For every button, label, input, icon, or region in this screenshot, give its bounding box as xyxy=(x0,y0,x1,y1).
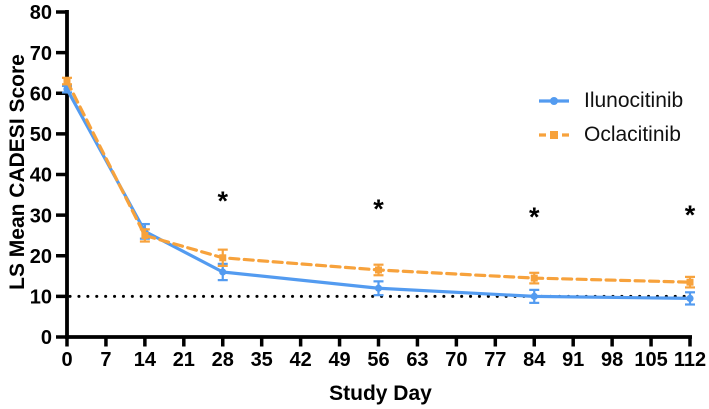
y-tick-label: 20 xyxy=(30,246,52,268)
legend-item-oclacitinib: Oclacitinib xyxy=(538,123,683,146)
x-axis-title: Study Day xyxy=(329,382,432,405)
legend-label-oclacitinib: Oclacitinib xyxy=(584,123,681,146)
y-tick-label: 70 xyxy=(30,43,52,65)
y-axis-title: LS Mean CADESI Score xyxy=(6,54,29,290)
x-tick-label: 21 xyxy=(173,349,195,371)
x-tick-label: 70 xyxy=(445,349,467,371)
ilunocitinib-line-swatch-icon xyxy=(539,97,569,105)
series-line-ilunocitinib xyxy=(65,87,692,301)
data-point-oclacitinib xyxy=(530,274,538,282)
legend: Ilunocitinib Oclacitinib xyxy=(538,89,684,146)
data-point-ilunocitinib xyxy=(374,284,383,292)
y-tick-label: 50 xyxy=(30,124,52,146)
y-tick-label: 30 xyxy=(30,205,52,227)
x-tick-label: 56 xyxy=(367,349,389,371)
y-tick-label: 80 xyxy=(30,2,52,24)
y-tick-label: 60 xyxy=(30,83,52,105)
data-point-ilunocitinib xyxy=(219,268,227,276)
oclacitinib-line-swatch-icon xyxy=(539,131,569,139)
x-tick-label: 35 xyxy=(251,349,273,371)
legend-label-ilunocitinib: Ilunocitinib xyxy=(584,89,684,112)
x-tick-label: 14 xyxy=(134,349,157,371)
x-tick-label: 98 xyxy=(601,349,623,371)
x-tick-label: 0 xyxy=(61,349,72,371)
data-point-oclacitinib xyxy=(219,254,227,262)
series-line-oclacitinib xyxy=(65,79,692,284)
data-point-oclacitinib xyxy=(63,77,71,85)
data-point-oclacitinib xyxy=(141,231,149,239)
x-tick-label: 77 xyxy=(484,349,506,371)
x-tick-label: 105 xyxy=(634,349,667,371)
significance-asterisk: * xyxy=(373,194,384,224)
data-point-ilunocitinib xyxy=(686,294,694,303)
data-point-oclacitinib xyxy=(375,266,382,274)
x-tick-label: 28 xyxy=(212,349,234,371)
x-tick-label: 63 xyxy=(406,349,428,371)
x-tick-label: 91 xyxy=(562,349,584,371)
significance-asterisk: * xyxy=(217,186,228,216)
y-tick-label: 40 xyxy=(30,165,52,187)
x-tick-label: 7 xyxy=(100,349,111,371)
x-tick-label: 42 xyxy=(290,349,312,371)
significance-asterisk: * xyxy=(529,202,540,232)
x-tick-label: 49 xyxy=(328,349,350,371)
data-point-ilunocitinib xyxy=(530,292,538,300)
legend-item-ilunocitinib: Ilunocitinib xyxy=(538,89,684,112)
x-tick-label: 112 xyxy=(674,349,706,371)
y-tick-label: 0 xyxy=(41,327,52,349)
x-tick-label: 84 xyxy=(523,349,546,371)
y-tick-label: 10 xyxy=(30,287,52,309)
data-point-oclacitinib xyxy=(686,278,694,286)
significance-asterisk: * xyxy=(685,200,696,230)
